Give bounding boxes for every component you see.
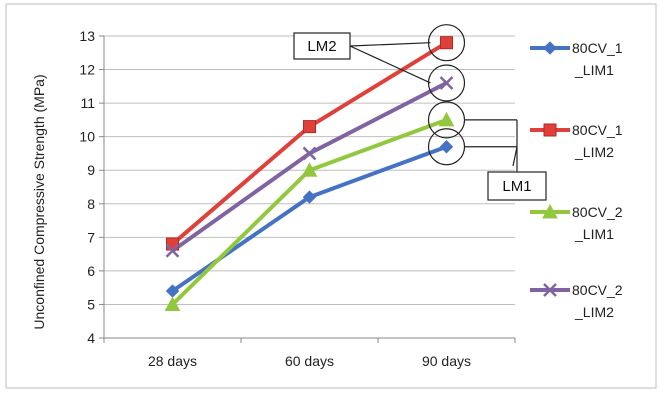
- y-axis-label: Unconfined Compressive Strength (MPa): [31, 74, 47, 329]
- marker-stroke: [302, 146, 317, 161]
- y-tick-label: 4: [87, 330, 95, 346]
- legend-entry: 80CV_1 _LIM1: [530, 40, 623, 78]
- data-point: [301, 162, 318, 177]
- legend-label: _LIM2: [574, 144, 614, 160]
- legend-marker: [543, 283, 557, 297]
- chart-frame: [5, 3, 657, 389]
- data-point: [165, 243, 180, 258]
- legend-entry: 80CV_2 _LIM1: [530, 203, 623, 242]
- annotation-label: LM1: [502, 178, 531, 195]
- data-point: [439, 140, 454, 154]
- legend-marker: [542, 203, 558, 219]
- legend-entry: 80CV_2 _LIM2: [530, 282, 623, 320]
- y-tick-label: 9: [87, 162, 95, 178]
- y-tick-label: 11: [80, 95, 95, 111]
- y-tick-label: 6: [87, 263, 95, 279]
- y-tick-label: 12: [79, 62, 95, 78]
- y-tick-label: 13: [79, 28, 95, 44]
- y-tick-label: 10: [79, 129, 95, 145]
- y-tick-label: 5: [87, 296, 95, 312]
- x-tick-label: 90 days: [422, 353, 471, 369]
- legend-label: _LIM1: [574, 226, 614, 242]
- legend-marker: [543, 123, 557, 137]
- data-point: [164, 296, 181, 311]
- data-point: [439, 76, 454, 90]
- data-point: [438, 111, 455, 127]
- data-point: [440, 36, 453, 50]
- legend-label: 80CV_1: [572, 122, 623, 138]
- annotations: LM2 LM1: [293, 24, 547, 201]
- legend-entry: 80CV_1 _LIM2: [530, 122, 623, 160]
- annotation-circle: [427, 64, 466, 102]
- annotation-leader: [349, 42, 431, 47]
- legend-label: 80CV_1: [572, 40, 623, 56]
- annotation-leader: [349, 45, 431, 84]
- y-tick-label: 8: [87, 196, 95, 212]
- data-point: [302, 146, 317, 161]
- legend-label: 80CV_2: [572, 204, 623, 220]
- annotation-box: [487, 171, 547, 201]
- marker-stroke: [165, 243, 180, 258]
- marker-stroke: [543, 283, 557, 297]
- x-tick-label: 60 days: [285, 353, 334, 369]
- legend-marker: [543, 41, 557, 55]
- annotation-label: LM2: [307, 38, 336, 55]
- annotation-box: [293, 32, 351, 60]
- series-layer: [164, 36, 455, 311]
- legend-label: _LIM2: [574, 304, 614, 320]
- legend-label: _LIM1: [574, 62, 614, 78]
- data-point: [303, 120, 316, 134]
- x-tick-label: 28 days: [148, 353, 197, 369]
- data-point: [302, 190, 317, 204]
- y-tick-label: 7: [87, 229, 95, 245]
- legend: 80CV_1 _LIM1 80CV_1 _LIM2 80CV_2 _LIM1 80CV_2 _…: [530, 40, 623, 320]
- axes: 4 5 6 7 8 9 10 11 12 13 28 days 60 days 90 days: [79, 28, 516, 369]
- marker-stroke: [439, 76, 454, 90]
- legend-label: 80CV_2: [572, 282, 623, 298]
- annotation-leader: [512, 146, 518, 167]
